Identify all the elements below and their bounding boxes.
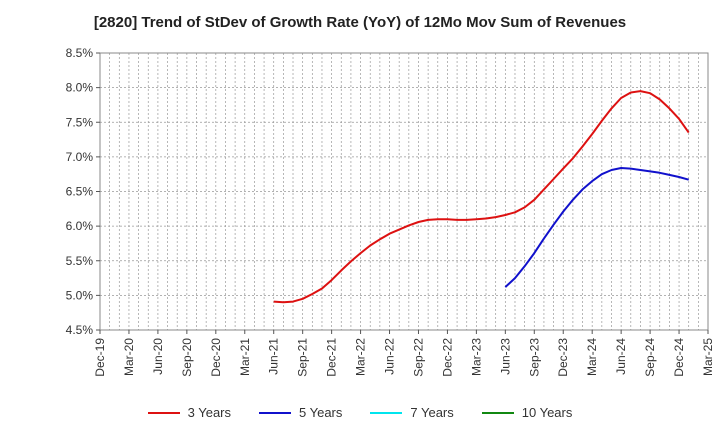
y-tick-label: 8.5% xyxy=(66,46,94,60)
x-tick-label: Jun-22 xyxy=(383,338,397,375)
x-tick-label: Sep-24 xyxy=(643,338,657,377)
y-tick-label: 4.5% xyxy=(66,323,94,337)
x-tick-label: Jun-20 xyxy=(151,338,165,375)
series-line-5-years xyxy=(504,167,689,288)
x-tick-label: Mar-21 xyxy=(238,338,252,376)
x-tick-label: Dec-19 xyxy=(93,338,107,377)
y-tick-label: 8.0% xyxy=(66,81,94,95)
y-tick-label: 6.0% xyxy=(66,219,94,233)
legend-item-10-years: 10 Years xyxy=(481,405,573,420)
x-tick-label: Jun-23 xyxy=(498,338,512,375)
y-axis: 4.5% 5.0% 5.5% 6.0% 6.5% 7.0% 7.5% 8.0% 8.5% xyxy=(66,46,100,337)
x-tick-label: Dec-23 xyxy=(556,338,570,377)
legend-item-7-years: 7 Years xyxy=(370,405,454,420)
x-tick-label: Sep-21 xyxy=(296,338,310,377)
x-tick-label: Mar-20 xyxy=(122,338,136,376)
y-tick-label: 5.0% xyxy=(66,288,94,302)
x-tick-label: Dec-24 xyxy=(672,338,686,377)
grid-lines xyxy=(100,53,708,330)
series-line-3-years xyxy=(273,90,690,304)
x-tick-label: Jun-24 xyxy=(614,338,628,375)
y-tick-label: 5.5% xyxy=(66,254,94,268)
x-tick-label: Dec-20 xyxy=(209,338,223,377)
legend-label: 5 Years xyxy=(299,405,343,420)
x-tick-label: Mar-25 xyxy=(701,338,715,376)
legend-swatch xyxy=(370,411,403,414)
legend-label: 10 Years xyxy=(521,405,573,420)
legend: 3 Years 5 Years 7 Years 10 Years xyxy=(0,405,720,420)
x-tick-label: Sep-20 xyxy=(180,338,194,377)
legend-label: 3 Years xyxy=(187,405,231,420)
x-tick-label: Sep-22 xyxy=(411,338,425,377)
x-tick-label: Mar-22 xyxy=(354,338,368,376)
x-tick-label: Mar-23 xyxy=(469,338,483,376)
x-tick-label: Jun-21 xyxy=(267,338,281,375)
y-tick-label: 6.5% xyxy=(66,185,94,199)
x-tick-label: Dec-21 xyxy=(325,338,339,377)
legend-swatch xyxy=(259,411,291,414)
legend-label: 7 Years xyxy=(410,405,454,420)
chart-title: [2820] Trend of StDev of Growth Rate (Yo… xyxy=(93,14,627,31)
legend-swatch xyxy=(481,411,514,414)
legend-item-3-years: 3 Years xyxy=(147,405,231,420)
legend-swatch xyxy=(147,411,180,414)
x-tick-label: Sep-23 xyxy=(527,338,541,377)
y-tick-label: 7.0% xyxy=(66,150,94,164)
legend-item-5-years: 5 Years xyxy=(259,405,342,420)
y-tick-label: 7.5% xyxy=(66,115,94,129)
series-lines xyxy=(273,90,690,304)
x-tick-label: Dec-22 xyxy=(440,338,454,377)
x-tick-label: Mar-24 xyxy=(585,338,599,376)
x-axis: Dec-19 Mar-20 Jun-20 Sep-20 Dec-20 Mar-21 Jun-… xyxy=(93,330,715,377)
